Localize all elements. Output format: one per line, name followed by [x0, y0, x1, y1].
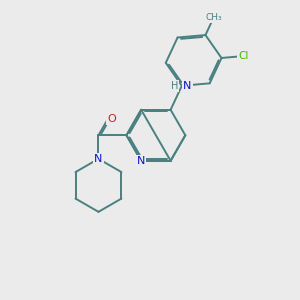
Text: O: O — [107, 114, 116, 124]
Text: N: N — [137, 156, 146, 166]
Text: H: H — [171, 81, 178, 91]
Text: Cl: Cl — [238, 51, 249, 61]
Text: N: N — [183, 81, 192, 91]
Text: CH₃: CH₃ — [205, 13, 222, 22]
Text: N: N — [94, 154, 103, 164]
